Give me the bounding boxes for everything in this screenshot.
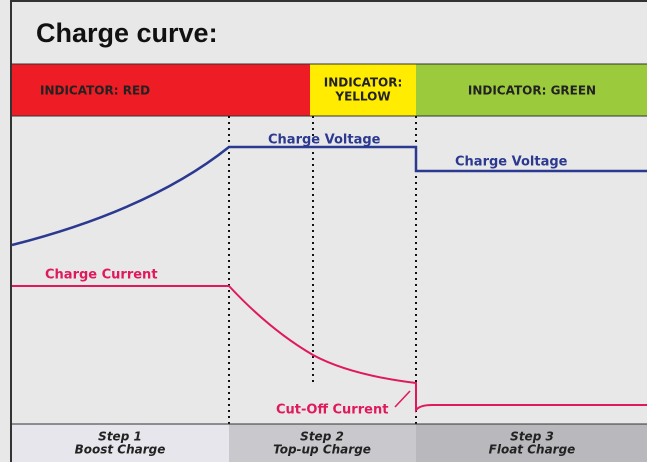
current-label: Charge Current <box>45 268 158 283</box>
pointer <box>394 390 411 408</box>
step-cell <box>229 424 416 462</box>
indicator-green <box>416 64 647 116</box>
indicator-label: INDICATOR: <box>324 76 403 90</box>
step-number: Step 2 <box>300 430 344 444</box>
step-cell <box>416 424 647 462</box>
current-curve <box>12 285 647 413</box>
indicator-red <box>12 64 310 116</box>
indicator-label: INDICATOR: GREEN <box>468 84 596 98</box>
cutoff-label: Cut-Off Current <box>276 403 388 418</box>
indicator-label: INDICATOR: RED <box>40 84 150 98</box>
step-number: Step 3 <box>510 430 554 444</box>
step-name: Float Charge <box>489 443 576 457</box>
indicator-label: YELLOW <box>334 90 390 104</box>
voltage-label: Charge Voltage <box>455 155 568 170</box>
title: Charge curve: <box>36 18 218 48</box>
voltage-curve <box>11 145 647 247</box>
indicator-yellow <box>310 64 416 116</box>
step-number: Step 1 <box>98 430 142 444</box>
step-cell <box>12 424 229 462</box>
step-name: Top-up Charge <box>273 443 371 457</box>
voltage-label: Charge Voltage <box>268 133 381 148</box>
step-name: Boost Charge <box>75 443 166 457</box>
